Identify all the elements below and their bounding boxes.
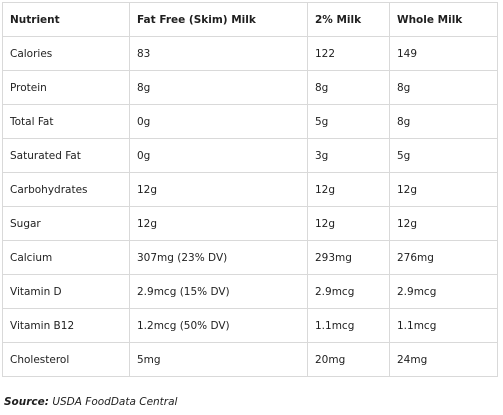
header-whole-milk: Whole Milk: [389, 2, 498, 37]
cell-skim: 0g: [129, 138, 308, 173]
nutrition-comparison-table: Nutrient Fat Free (Skim) Milk 2% Milk Wh…: [2, 2, 498, 377]
cell-skim: 5mg: [129, 342, 308, 377]
source-label: Source:: [4, 396, 49, 408]
cell-whole: 149: [389, 36, 498, 71]
cell-whole: 12g: [389, 206, 498, 241]
cell-nutrient: Sugar: [2, 206, 130, 241]
table-row: Calories 83 122 149: [2, 36, 498, 71]
table-row: Saturated Fat 0g 3g 5g: [2, 138, 498, 173]
cell-2-percent: 293mg: [307, 240, 390, 275]
cell-whole: 8g: [389, 104, 498, 139]
cell-2-percent: 5g: [307, 104, 390, 139]
cell-whole: 24mg: [389, 342, 498, 377]
cell-whole: 1.1mcg: [389, 308, 498, 343]
cell-skim: 1.2mcg (50% DV): [129, 308, 308, 343]
nutrition-table-container: Nutrient Fat Free (Skim) Milk 2% Milk Wh…: [2, 2, 498, 377]
cell-whole: 2.9mcg: [389, 274, 498, 309]
cell-whole: 12g: [389, 172, 498, 207]
table-row: Vitamin D 2.9mcg (15% DV) 2.9mcg 2.9mcg: [2, 274, 498, 309]
source-text: USDA FoodData Central: [48, 396, 178, 408]
cell-nutrient: Total Fat: [2, 104, 130, 139]
cell-2-percent: 8g: [307, 70, 390, 105]
cell-skim: 12g: [129, 206, 308, 241]
header-2-percent-milk: 2% Milk: [307, 2, 390, 37]
cell-2-percent: 12g: [307, 206, 390, 241]
cell-2-percent: 20mg: [307, 342, 390, 377]
cell-skim: 12g: [129, 172, 308, 207]
table-row: Vitamin B12 1.2mcg (50% DV) 1.1mcg 1.1mc…: [2, 308, 498, 343]
table-row: Carbohydrates 12g 12g 12g: [2, 172, 498, 207]
header-skim-milk: Fat Free (Skim) Milk: [129, 2, 308, 37]
cell-nutrient: Calories: [2, 36, 130, 71]
table-header-row: Nutrient Fat Free (Skim) Milk 2% Milk Wh…: [2, 2, 498, 37]
cell-2-percent: 3g: [307, 138, 390, 173]
source-citation: Source: USDA FoodData Central: [4, 396, 177, 408]
cell-whole: 8g: [389, 70, 498, 105]
cell-whole: 276mg: [389, 240, 498, 275]
cell-nutrient: Vitamin D: [2, 274, 130, 309]
cell-skim: 307mg (23% DV): [129, 240, 308, 275]
cell-nutrient: Saturated Fat: [2, 138, 130, 173]
table-row: Calcium 307mg (23% DV) 293mg 276mg: [2, 240, 498, 275]
cell-skim: 83: [129, 36, 308, 71]
cell-nutrient: Vitamin B12: [2, 308, 130, 343]
cell-2-percent: 1.1mcg: [307, 308, 390, 343]
cell-whole: 5g: [389, 138, 498, 173]
cell-skim: 8g: [129, 70, 308, 105]
cell-2-percent: 122: [307, 36, 390, 71]
table-row: Total Fat 0g 5g 8g: [2, 104, 498, 139]
cell-nutrient: Cholesterol: [2, 342, 130, 377]
table-row: Cholesterol 5mg 20mg 24mg: [2, 342, 498, 377]
table-row: Protein 8g 8g 8g: [2, 70, 498, 105]
cell-nutrient: Protein: [2, 70, 130, 105]
cell-2-percent: 2.9mcg: [307, 274, 390, 309]
table-row: Sugar 12g 12g 12g: [2, 206, 498, 241]
cell-nutrient: Calcium: [2, 240, 130, 275]
header-nutrient: Nutrient: [2, 2, 130, 37]
cell-skim: 2.9mcg (15% DV): [129, 274, 308, 309]
cell-skim: 0g: [129, 104, 308, 139]
cell-nutrient: Carbohydrates: [2, 172, 130, 207]
cell-2-percent: 12g: [307, 172, 390, 207]
